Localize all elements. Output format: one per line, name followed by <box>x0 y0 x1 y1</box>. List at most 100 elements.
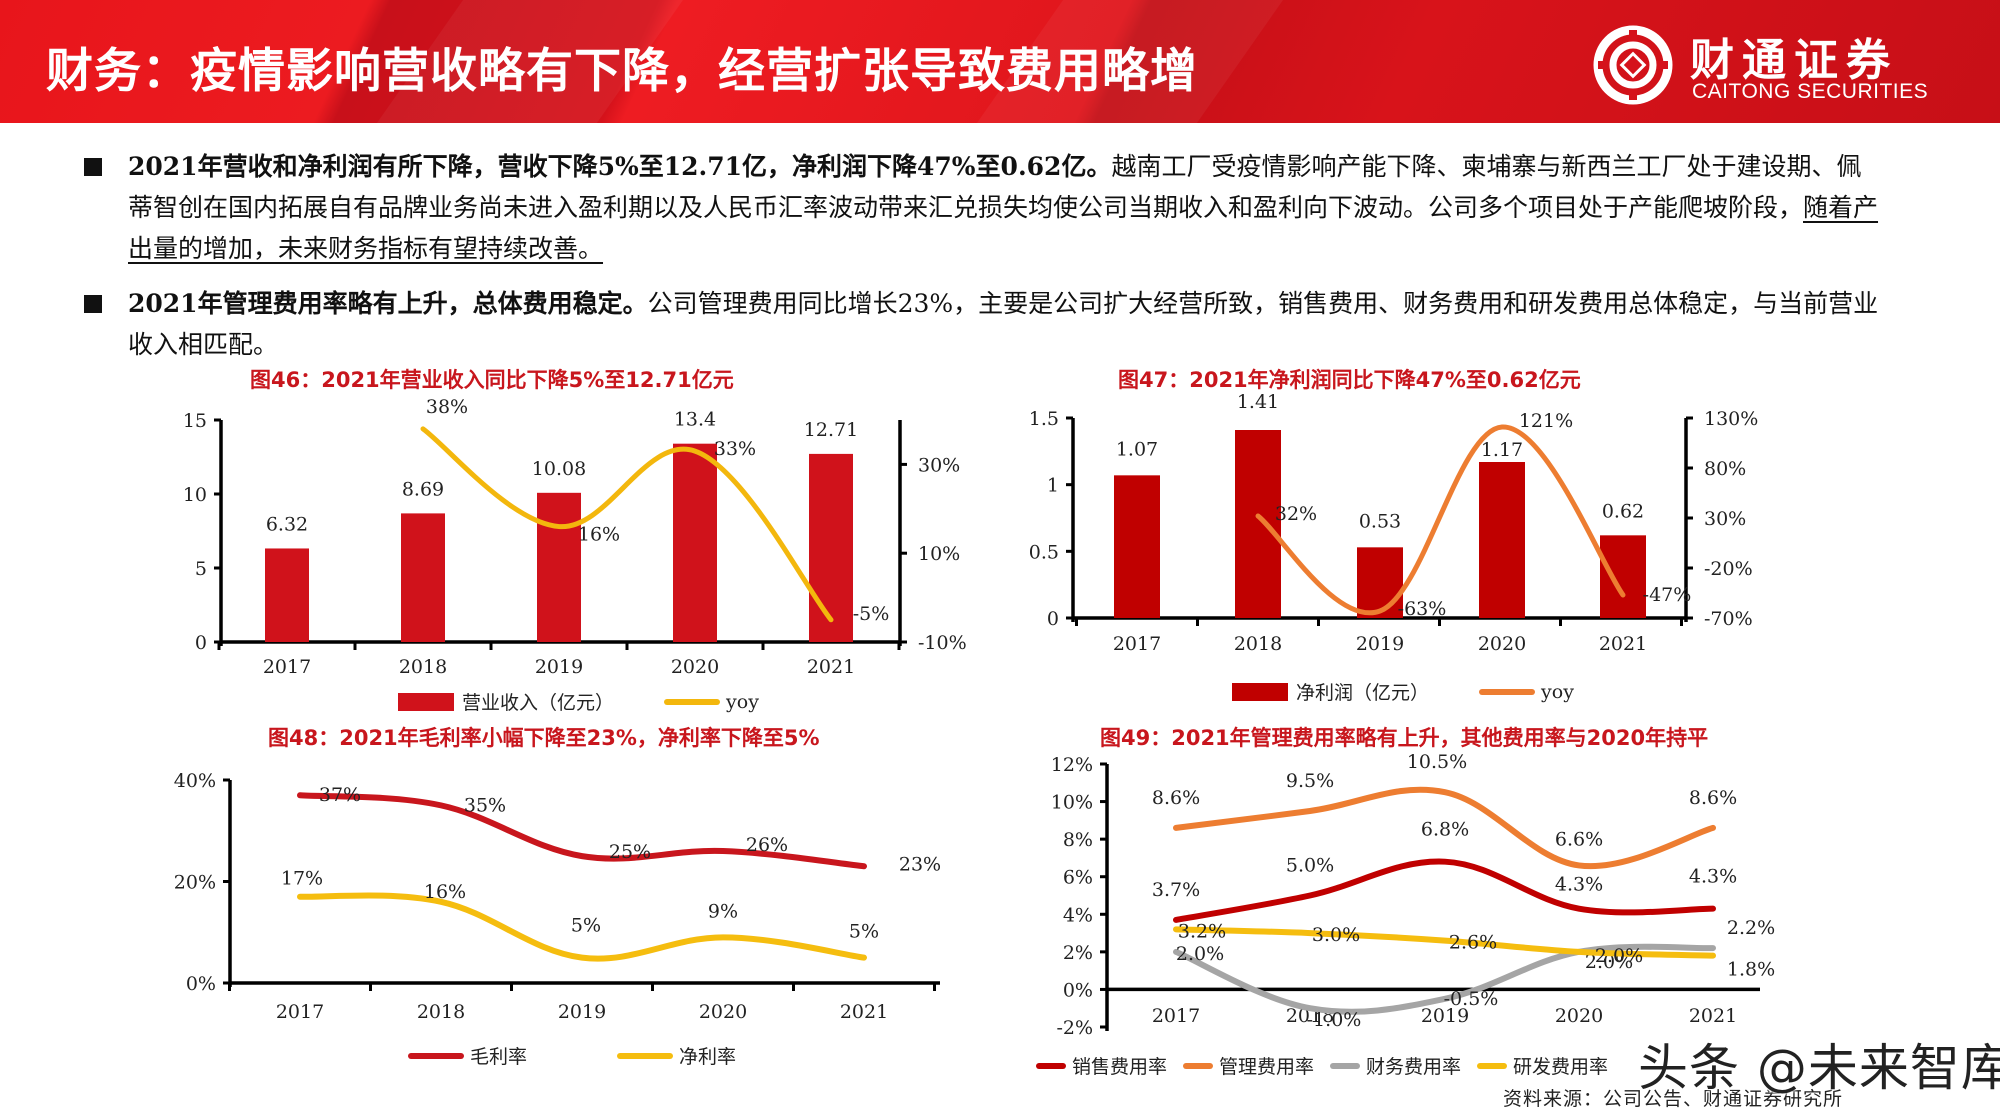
yoy-line <box>1255 424 1626 616</box>
x-tick-label: 2020 <box>699 1001 747 1023</box>
series-value-label: -0.5% <box>1444 988 1499 1010</box>
bullet-heading: 2021年管理费用率略有上升，总体费用稳定。 <box>128 289 648 318</box>
legend-label: yoy <box>726 690 759 713</box>
bar <box>401 513 445 642</box>
bar-value-label: 13.4 <box>674 409 716 431</box>
bar-value-label: 0.62 <box>1602 500 1644 522</box>
legend-swatch-line <box>1479 688 1536 695</box>
x-tick-label: 2021 <box>1689 1005 1737 1027</box>
watermark: 头条 @未来智库 <box>1638 1039 2000 1097</box>
y-tick-label: 40% <box>174 770 216 792</box>
legend-item: 管理费用率 <box>1183 1052 1314 1079</box>
x-tick-label: 2021 <box>807 656 855 678</box>
legend-item: 研发费用率 <box>1477 1052 1608 1079</box>
bullet-item: 2021年管理费用率略有上升，总体费用稳定。公司管理费用同比增长23%，主要是公… <box>82 283 1882 365</box>
legend-label: 销售费用率 <box>1072 1056 1168 1078</box>
y-tick-label: -2% <box>1056 1017 1093 1039</box>
yoy-value-label: 38% <box>426 396 468 418</box>
series-value-label: 2.6% <box>1449 932 1497 954</box>
series-value-label: 35% <box>464 794 506 816</box>
x-tick-label: 2019 <box>535 656 583 678</box>
y2-tick-label: 80% <box>1704 458 1746 480</box>
yoy-value-label: 32% <box>1275 503 1317 525</box>
legend-item: 毛利率 <box>408 1042 527 1069</box>
y-tick-label: 15 <box>183 410 207 432</box>
x-tick-label: 2017 <box>276 1001 324 1023</box>
y2-tick-label: 10% <box>918 543 960 565</box>
series-value-label: 8.6% <box>1689 787 1737 809</box>
yoy-value-label: -63% <box>1398 598 1447 620</box>
series-value-label: 1.8% <box>1727 959 1775 981</box>
series-value-label: -1.0% <box>1307 1009 1362 1031</box>
chart-title-fig47: 图47：2021年净利润同比下降47%至0.62亿元 <box>1118 368 1581 392</box>
series-value-label: 3.2% <box>1178 920 1226 942</box>
legend-swatch-line <box>1183 1062 1214 1069</box>
series-line-1 <box>297 792 867 870</box>
bar <box>1479 462 1525 618</box>
source-note: 资料来源：公司公告、财通证券研究所 <box>1503 1088 1844 1110</box>
series-value-label: 2.2% <box>1727 917 1775 939</box>
series-value-label: 37% <box>319 784 361 806</box>
slide-title: 财务：疫情影响营收略有下降，经营扩张导致费用略增 <box>46 44 1198 99</box>
x-tick-label: 2018 <box>399 656 447 678</box>
bar-value-label: 1.41 <box>1237 391 1279 413</box>
x-tick-label: 2020 <box>1478 633 1526 655</box>
series-line-3 <box>1173 943 1716 1015</box>
bar-value-label: 10.08 <box>532 458 586 480</box>
bullet-text: 公司管理费用同比增长23%，主要是公司扩大经营所致，销售费用、财务费用和研发费用… <box>128 289 1879 359</box>
series-value-label: 6.6% <box>1555 828 1603 850</box>
x-tick-label: 2018 <box>1286 1005 1334 1027</box>
x-tick-label: 2018 <box>417 1001 465 1023</box>
series-value-label: 5% <box>571 915 601 937</box>
x-tick-label: 2018 <box>1234 633 1282 655</box>
series-line-2 <box>1173 786 1716 870</box>
x-tick-label: 2017 <box>263 656 311 678</box>
legend-label: 净利率 <box>679 1046 737 1068</box>
logo-text-en: CAITONG SECURITIES <box>1692 80 1929 103</box>
legend-fig47: 净利润（亿元） yoy <box>1232 678 1624 705</box>
company-logo: 财通证券 CAITONG SECURITIES <box>1592 22 1972 108</box>
legend-label: 毛利率 <box>470 1046 528 1068</box>
bullet-text: 越南工厂受疫情影响产能下降、柬埔寨与新西兰工厂处于建设期、佩蒂智创在国内拓展自有… <box>128 152 1862 222</box>
chart-title-fig49: 图49：2021年管理费用率略有上升，其他费用率与2020年持平 <box>1100 726 1709 750</box>
series-value-label: 9.5% <box>1286 770 1334 792</box>
series-line-4 <box>1173 926 1716 959</box>
bar <box>1357 547 1403 618</box>
y-tick-label: 0% <box>186 973 216 995</box>
legend-item: yoy <box>664 691 759 713</box>
legend-label: yoy <box>1541 680 1574 703</box>
series-line-2 <box>297 892 867 962</box>
chart-title-fig46: 图46：2021年营业收入同比下降5%至12.71亿元 <box>250 368 734 392</box>
bar-value-label: 0.53 <box>1359 510 1401 532</box>
legend-item: yoy <box>1479 681 1574 703</box>
legend-swatch-line <box>664 698 721 705</box>
bullet-square-icon <box>84 295 102 313</box>
yoy-value-label: -47% <box>1643 584 1692 606</box>
y2-tick-label: -10% <box>918 632 967 654</box>
x-tick-label: 2021 <box>840 1001 888 1023</box>
x-tick-label: 2017 <box>1113 633 1161 655</box>
logo-text-cn: 财通证券 <box>1690 35 1898 86</box>
y-tick-label: 0 <box>1047 608 1059 630</box>
legend-label: 财务费用率 <box>1366 1056 1462 1078</box>
y-tick-label: 20% <box>174 872 216 894</box>
bar-value-label: 12.71 <box>804 419 858 441</box>
x-tick-label: 2019 <box>1356 633 1404 655</box>
slide-header: 财务：疫情影响营收略有下降，经营扩张导致费用略增 财通证券 CAITONG SE… <box>0 0 2000 123</box>
y2-tick-label: 30% <box>1704 508 1746 530</box>
legend-item: 销售费用率 <box>1036 1052 1167 1079</box>
bar-value-label: 6.32 <box>266 513 308 535</box>
y-tick-label: 2% <box>1063 942 1093 964</box>
legend-swatch-line <box>408 1052 464 1059</box>
series-value-label: 26% <box>746 834 788 856</box>
yoy-value-label: 33% <box>714 438 756 460</box>
series-value-label: 6.8% <box>1421 819 1469 841</box>
legend-swatch-bar <box>1232 682 1288 701</box>
series-value-label: 5% <box>849 921 879 943</box>
bar <box>1235 430 1281 618</box>
bar <box>537 492 581 642</box>
y-tick-label: 10% <box>1051 792 1093 814</box>
y-tick-label: 4% <box>1063 904 1093 926</box>
legend-fig46: 营业收入（亿元） yoy <box>398 688 809 715</box>
y-tick-label: 8% <box>1063 829 1093 851</box>
